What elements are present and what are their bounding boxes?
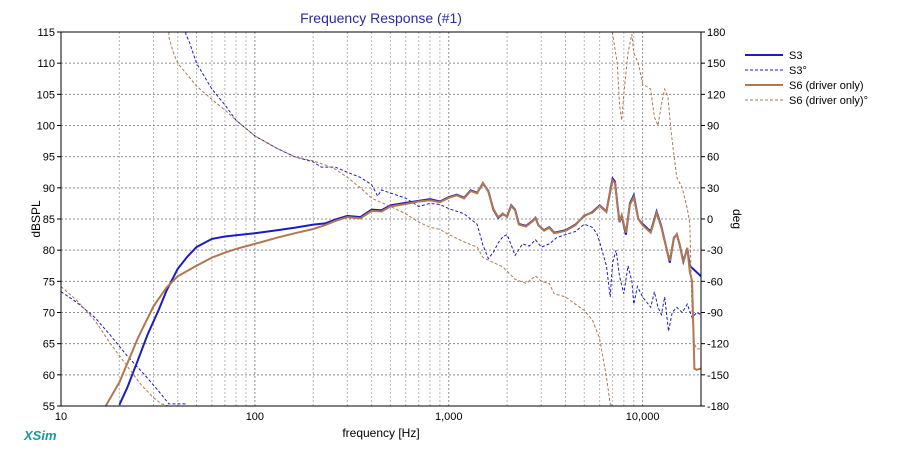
series-layer <box>61 32 701 406</box>
y-tick-label: 80 <box>43 245 55 257</box>
series-line-3 <box>61 32 701 406</box>
y2-axis-label: deg <box>730 209 744 229</box>
y2-tick-label: -60 <box>707 276 723 288</box>
y-tick-label: 75 <box>43 276 55 288</box>
y-axis-label: dBSPL <box>29 200 43 238</box>
legend: S3 S3° S6 (driver only) S6 (driver only)° <box>745 50 868 107</box>
y2-tick-label: 90 <box>707 121 719 133</box>
y2-tick-label: -120 <box>707 339 729 351</box>
legend-label: S3 <box>789 50 802 62</box>
y-tick-label: 90 <box>43 183 55 195</box>
y2-tick-label: 120 <box>707 89 725 101</box>
y2-tick-label: -30 <box>707 245 723 257</box>
x-tick-label: 1,000 <box>435 411 463 423</box>
x-tick-label: 100 <box>246 411 264 423</box>
y2-tick-label: -90 <box>707 308 723 320</box>
y-axis-db: 55 60 65 70 75 80 85 90 95 100 105 110 115 <box>37 27 61 413</box>
y2-tick-label: -150 <box>707 370 729 382</box>
x-tick-label: 10 <box>55 411 67 423</box>
y-tick-label: 110 <box>37 58 55 70</box>
series-line-1 <box>61 32 701 406</box>
series-line-2 <box>104 178 701 406</box>
y-tick-label: 70 <box>43 308 55 320</box>
grid-lines <box>61 32 701 406</box>
y-tick-label: 60 <box>43 370 55 382</box>
y2-tick-label: 0 <box>707 214 713 226</box>
y-tick-label: 95 <box>43 152 55 164</box>
y-tick-label: 100 <box>37 121 55 133</box>
y-tick-label: 115 <box>37 27 55 39</box>
plot-frame <box>60 31 702 407</box>
y2-tick-label: -180 <box>707 401 729 413</box>
y2-tick-label: 180 <box>707 27 725 39</box>
x-axis-label: frequency [Hz] <box>342 426 419 440</box>
legend-label: S6 (driver only) <box>789 80 864 92</box>
y-tick-label: 65 <box>43 339 55 351</box>
legend-label: S3° <box>789 65 807 77</box>
y-axis-deg: -180 -150 -120 -90 -60 -30 0 30 60 90 120 150 180 <box>701 27 729 413</box>
x-axis-frequency: 10 100 1,000 10,000 <box>55 411 660 423</box>
y2-tick-label: 60 <box>707 152 719 164</box>
legend-label: S6 (driver only)° <box>789 95 868 107</box>
chart-title: Frequency Response (#1) <box>300 10 462 26</box>
y-tick-label: 55 <box>43 401 55 413</box>
y2-tick-label: 30 <box>707 183 719 195</box>
x-tick-label: 10,000 <box>626 411 660 423</box>
y2-tick-label: 150 <box>707 58 725 70</box>
y-tick-label: 105 <box>37 89 55 101</box>
y-tick-label: 85 <box>43 214 55 226</box>
xsim-logo: XSim <box>23 428 57 443</box>
